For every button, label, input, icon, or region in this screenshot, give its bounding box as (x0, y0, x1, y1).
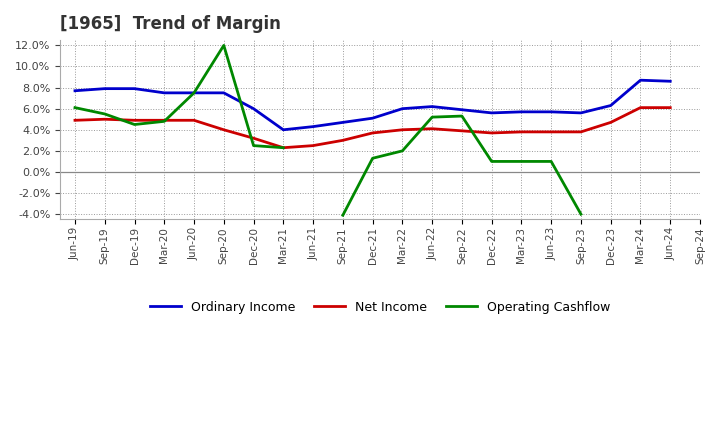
Net Income (398, 127, 407, 132)
Net Income (71, 117, 79, 123)
Net Income (606, 120, 615, 125)
Net Income (458, 128, 467, 133)
Net Income (369, 130, 377, 136)
Operating Cashflow (130, 122, 139, 127)
Net Income (547, 129, 556, 135)
Net Income (338, 138, 347, 143)
Ordinary Income (338, 120, 347, 125)
Operating Cashflow (100, 111, 109, 117)
Net Income (220, 127, 228, 132)
Legend: Ordinary Income, Net Income, Operating Cashflow: Ordinary Income, Net Income, Operating C… (150, 301, 611, 314)
Net Income (487, 130, 496, 136)
Operating Cashflow (189, 90, 198, 95)
Operating Cashflow (279, 145, 287, 150)
Ordinary Income (309, 124, 318, 129)
Ordinary Income (666, 79, 675, 84)
Net Income (279, 145, 287, 150)
Ordinary Income (130, 86, 139, 91)
Text: [1965]  Trend of Margin: [1965] Trend of Margin (60, 15, 281, 33)
Line: Ordinary Income: Ordinary Income (75, 80, 670, 130)
Ordinary Income (577, 110, 585, 116)
Operating Cashflow (249, 143, 258, 148)
Net Income (189, 117, 198, 123)
Ordinary Income (636, 77, 645, 83)
Line: Operating Cashflow: Operating Cashflow (75, 45, 283, 148)
Net Income (636, 105, 645, 110)
Operating Cashflow (160, 119, 168, 124)
Ordinary Income (517, 109, 526, 114)
Ordinary Income (71, 88, 79, 93)
Operating Cashflow (220, 43, 228, 48)
Ordinary Income (279, 127, 287, 132)
Operating Cashflow (71, 105, 79, 110)
Ordinary Income (458, 107, 467, 112)
Ordinary Income (487, 110, 496, 116)
Net Income (577, 129, 585, 135)
Net Income (309, 143, 318, 148)
Ordinary Income (100, 86, 109, 91)
Net Income (130, 117, 139, 123)
Net Income (100, 117, 109, 122)
Ordinary Income (369, 116, 377, 121)
Net Income (160, 117, 168, 123)
Net Income (666, 105, 675, 110)
Ordinary Income (547, 109, 556, 114)
Net Income (249, 136, 258, 141)
Ordinary Income (428, 104, 436, 109)
Ordinary Income (220, 90, 228, 95)
Ordinary Income (249, 106, 258, 111)
Ordinary Income (398, 106, 407, 111)
Net Income (517, 129, 526, 135)
Ordinary Income (160, 90, 168, 95)
Net Income (428, 126, 436, 132)
Ordinary Income (606, 103, 615, 108)
Line: Net Income: Net Income (75, 108, 670, 148)
Ordinary Income (189, 90, 198, 95)
